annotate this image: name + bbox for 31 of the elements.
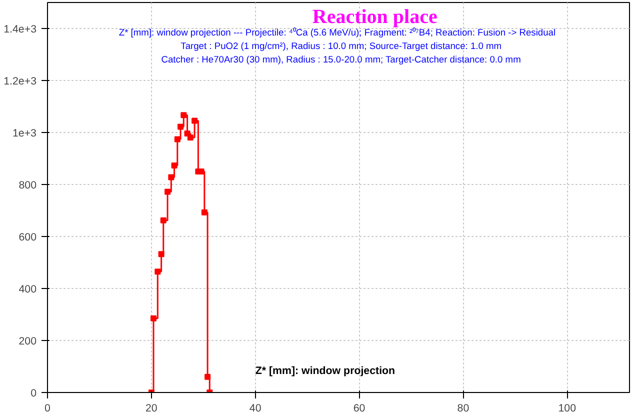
x-tick-label: 60	[353, 402, 366, 414]
text: Z* [mm]: window projection --- Projectile: ⁴⁰Ca (5.6 MeV/u); Fragment: ²⁰⁷B4; Reaction: Fusion -> Residual Target : PuO2 (1 mg/cm²), Radius : 10.0 mm; Source-Target distance: 1.0 mm Catcher : He70Ar30 (30 mm), Radius : 15.0-20.0 mm; Target-Catcher distance: 0.0 mm	[118, 27, 556, 64]
point	[174, 136, 180, 142]
x-tick-label: 100	[558, 402, 576, 414]
point	[158, 251, 164, 258]
y-tick-label: 200	[18, 336, 37, 348]
point	[150, 315, 157, 322]
point	[168, 174, 174, 180]
x-tick-label: 0	[44, 402, 51, 414]
chart-title: Reaction place	[312, 6, 438, 28]
point	[171, 162, 178, 169]
point	[164, 188, 171, 195]
y-tick-label: 1.2e+3	[4, 76, 37, 88]
point	[201, 209, 208, 216]
point	[180, 112, 187, 118]
x-tick-label: 20	[146, 402, 158, 414]
y-tick-label: 400	[18, 284, 37, 296]
x-tick-label: 80	[457, 402, 470, 414]
point	[154, 268, 161, 275]
y-tick-label: 1e+3	[12, 128, 37, 140]
point	[204, 374, 211, 380]
y-tick-label: 600	[18, 232, 37, 244]
y-tick-label: 800	[18, 180, 37, 192]
point	[178, 124, 184, 130]
point	[187, 134, 194, 140]
point	[160, 217, 166, 224]
y-tick-label: 1.4e+3	[4, 24, 37, 36]
point	[192, 118, 198, 124]
x-axis-title: Z* [mm]: window projection	[255, 364, 396, 377]
y-tick-label: 0	[30, 388, 37, 400]
x-tick-label: 40	[249, 402, 262, 414]
